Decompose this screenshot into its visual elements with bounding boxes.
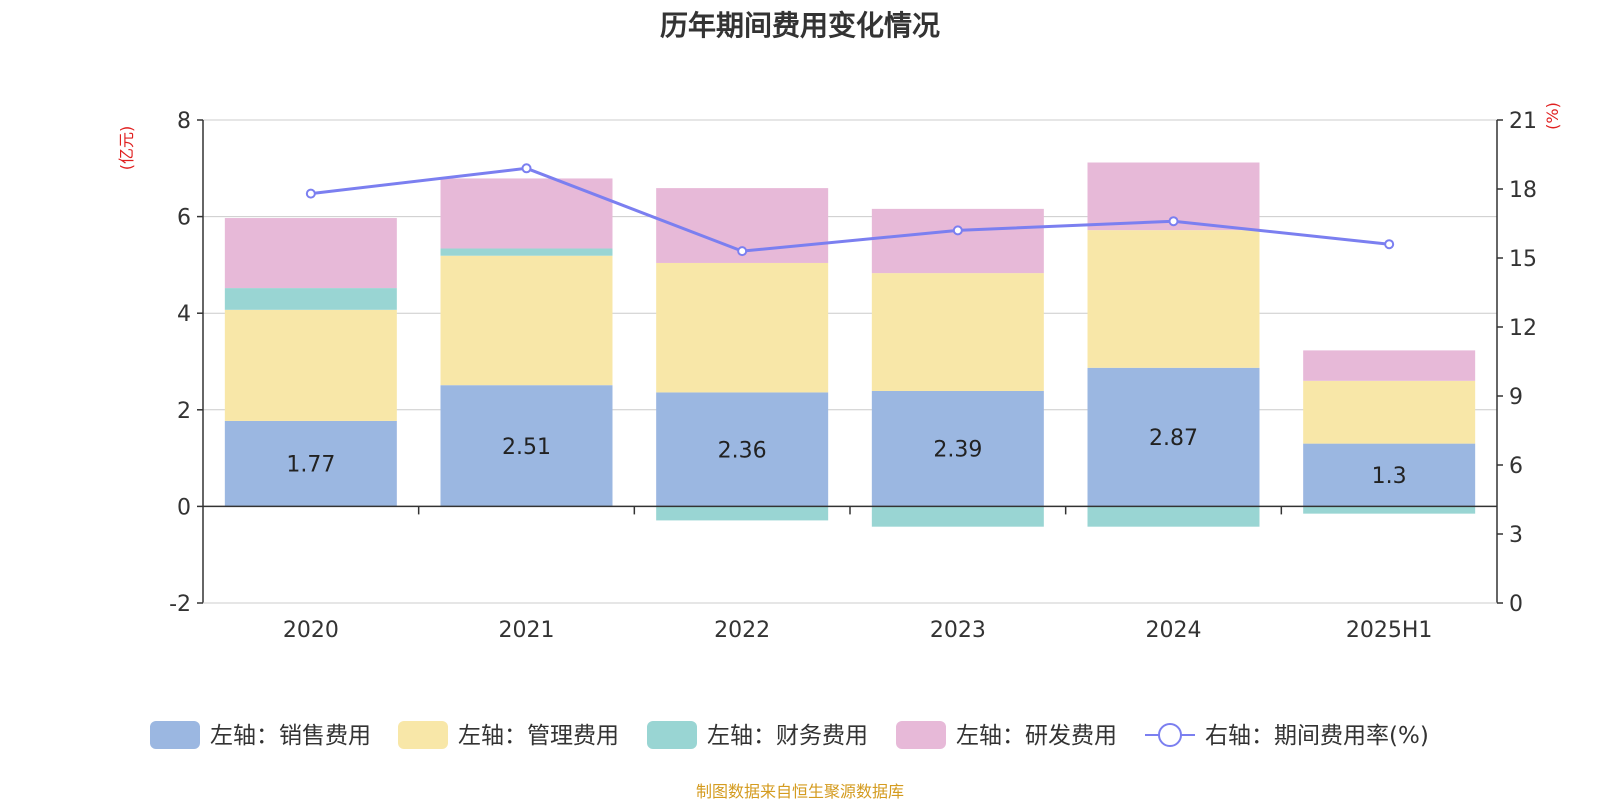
axes: -2 0 2 4 6 8 0 3 6 9 12 15 18 21 2020 2021 2022 2023 2024 2… — [117, 102, 1562, 643]
bar-2020 — [224, 309, 397, 421]
x-tick-label: 2025H1 — [1346, 618, 1433, 643]
data-labels: 1.77 2.51 2.36 2.39 2.87 1.3 — [286, 426, 1406, 489]
bar-2020 — [224, 420, 397, 507]
left-tick-label: -2 — [169, 592, 191, 617]
data-label: 2.51 — [502, 435, 551, 460]
data-label: 1.3 — [1372, 464, 1407, 489]
bar-2022 — [656, 506, 829, 521]
rate-point — [952, 225, 963, 236]
x-tick-label: 2020 — [283, 618, 339, 643]
right-tick-label: 21 — [1509, 109, 1537, 134]
right-tick-label: 9 — [1509, 385, 1523, 410]
bar-2024 — [1087, 367, 1260, 507]
data-label: 1.77 — [286, 453, 335, 478]
bar-2024 — [1087, 506, 1260, 527]
data-label: 2.39 — [933, 438, 982, 463]
bar-2022 — [656, 392, 829, 507]
legend-swatch — [150, 721, 200, 749]
right-tick-label: 12 — [1509, 316, 1537, 341]
rate-point — [1384, 239, 1395, 250]
rate-point — [305, 188, 316, 199]
bar-2025H1 — [1303, 350, 1476, 381]
data-label: 2.36 — [718, 438, 767, 463]
x-tick-label: 2024 — [1146, 618, 1202, 643]
data-label: 2.87 — [1149, 426, 1198, 451]
rate-point — [1168, 216, 1179, 227]
legend-label: 左轴：财务费用 — [707, 723, 868, 749]
right-tick-label: 3 — [1509, 523, 1523, 548]
x-tick-label: 2021 — [499, 618, 555, 643]
left-tick-label: 6 — [177, 206, 191, 231]
legend-swatch — [398, 721, 448, 749]
left-tick-label: 0 — [177, 495, 191, 520]
bar-2025H1 — [1303, 443, 1476, 507]
legend-swatch — [896, 721, 946, 749]
bar-2022 — [656, 262, 829, 393]
bar-2023 — [871, 273, 1044, 391]
right-tick-label: 6 — [1509, 454, 1523, 479]
rate-point — [737, 246, 748, 257]
left-axis-unit: (亿元) — [117, 126, 136, 171]
legend-label: 左轴：管理费用 — [458, 723, 619, 749]
bar-2025H1 — [1303, 380, 1476, 444]
line-layer — [305, 163, 1395, 257]
bar-2021 — [440, 255, 613, 386]
bar-2025H1 — [1303, 506, 1476, 514]
bar-2021 — [440, 248, 613, 256]
bar-2024 — [1087, 230, 1260, 368]
legend-marker — [1158, 723, 1182, 747]
bar-2023 — [871, 390, 1044, 507]
left-tick-label: 2 — [177, 399, 191, 424]
rate-point — [521, 163, 532, 174]
legend-label: 左轴：销售费用 — [210, 723, 371, 749]
left-tick-label: 8 — [177, 109, 191, 134]
bar-layer — [224, 162, 1476, 527]
legend: 左轴：销售费用 左轴：管理费用 左轴：财务费用 左轴：研发费用 右轴：期间费用率(%) — [150, 721, 1429, 749]
bar-2021 — [440, 385, 613, 507]
bar-2023 — [871, 506, 1044, 527]
right-tick-label: 18 — [1509, 178, 1537, 203]
left-tick-label: 4 — [177, 302, 191, 327]
legend-swatch — [647, 721, 697, 749]
x-tick-label: 2023 — [930, 618, 986, 643]
x-tick-label: 2022 — [714, 618, 770, 643]
right-axis-unit: (%) — [1543, 102, 1562, 130]
bar-2021 — [440, 178, 613, 249]
grid-lines — [203, 119, 1497, 604]
rate-line — [310, 166, 1390, 253]
chart-title: 历年期间费用变化情况 — [659, 9, 940, 42]
right-tick-label: 15 — [1509, 247, 1537, 272]
bar-2020 — [224, 288, 397, 310]
legend-label: 左轴：研发费用 — [956, 723, 1117, 749]
bar-2023 — [871, 208, 1044, 274]
right-tick-label: 0 — [1509, 592, 1523, 617]
legend-label: 右轴：期间费用率(%) — [1205, 723, 1429, 749]
bar-2020 — [224, 218, 397, 289]
data-source-note: 制图数据来自恒生聚源数据库 — [695, 782, 904, 801]
